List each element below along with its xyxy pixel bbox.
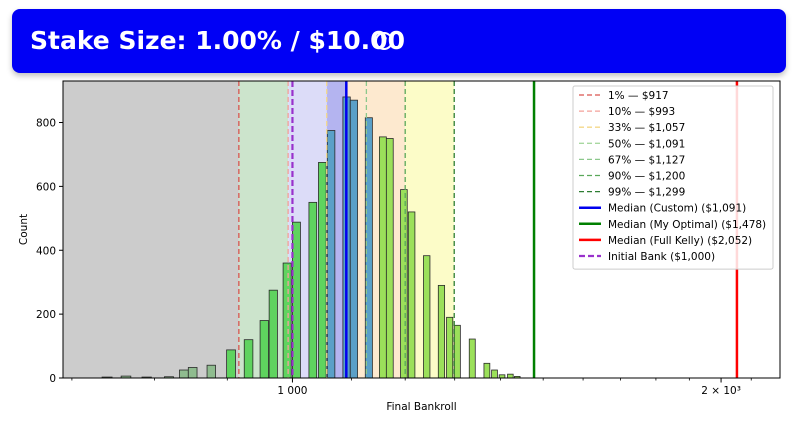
- histogram-bar: [453, 324, 461, 379]
- histogram-bar: [491, 369, 498, 379]
- histogram-bar: [268, 289, 278, 379]
- legend-entry-label: Median (Custom) ($1,091): [608, 203, 746, 215]
- question-circle-icon[interactable]: ?: [375, 32, 393, 50]
- y-axis-label: Count: [18, 214, 30, 245]
- histogram-bar: [243, 339, 254, 379]
- histogram-bar: [437, 284, 446, 379]
- histogram-bar: [308, 201, 318, 379]
- histogram-bar: [282, 262, 292, 379]
- x-tick-label: 1 000: [277, 385, 307, 397]
- histogram-bar: [187, 367, 198, 379]
- shaded-bands: [63, 81, 455, 378]
- legend-entry-label: Median (My Optimal) ($1,478): [608, 219, 766, 231]
- legend-entry-label: 67% — $1,127: [608, 154, 685, 166]
- histogram-bar: [379, 136, 387, 379]
- legend-entry-label: 99% — $1,299: [608, 187, 685, 199]
- histogram-bar: [507, 373, 514, 379]
- y-tick-label: 200: [36, 309, 56, 321]
- histogram-bar: [318, 162, 327, 379]
- histogram-bar: [179, 369, 189, 379]
- histogram-bar: [385, 138, 394, 379]
- x-tick-label: 2 × 10³: [701, 385, 741, 397]
- histogram-bar: [292, 221, 301, 379]
- histogram-bar: [400, 189, 408, 379]
- histogram-bar: [206, 364, 216, 379]
- legend: 1% — $917 10% — $993 33% — $1,057 50% — $1,…: [572, 85, 774, 270]
- histogram-bar: [259, 320, 269, 379]
- histogram-bars: [101, 96, 521, 379]
- histogram-bar: [226, 349, 236, 379]
- axes: 0 200 400 600 800 1 000 2 × 10³ Final Bankroll C…: [18, 118, 752, 413]
- legend-entry-label: 90% — $1,200: [608, 171, 685, 183]
- histogram-bar: [326, 130, 336, 379]
- legend-entry-label: 10% — $993: [608, 106, 675, 118]
- shaded-band-0: [63, 81, 239, 378]
- y-tick-label: 0: [49, 373, 56, 385]
- histogram-bar: [468, 338, 476, 379]
- legend-box: [572, 85, 774, 270]
- y-tick-label: 400: [36, 245, 56, 257]
- y-tick-label: 800: [36, 118, 56, 130]
- stake-size-title: Stake Size: 1.00% / $10.00: [30, 26, 405, 55]
- histogram-bar: [423, 255, 431, 379]
- y-tick-label: 600: [36, 181, 56, 193]
- plot-frame: [62, 80, 781, 379]
- stake-size-header: Stake Size: 1.00% / $10.00 ?: [12, 9, 786, 73]
- x-axis-label: Final Bankroll: [386, 401, 456, 413]
- histogram-bar: [483, 362, 491, 379]
- legend-entry-label: 33% — $1,057: [608, 122, 685, 134]
- histogram-bar: [407, 211, 416, 379]
- legend-entry-label: 1% — $917: [608, 90, 669, 102]
- legend-entry-label: Median (Full Kelly) ($2,052): [608, 235, 752, 247]
- histogram-bar: [349, 99, 358, 379]
- reference-lines: [238, 81, 739, 378]
- legend-entry-label: 50% — $1,091: [608, 138, 685, 150]
- histogram-bar: [446, 316, 454, 379]
- legend-entry-label: Initial Bank ($1,000): [608, 251, 715, 263]
